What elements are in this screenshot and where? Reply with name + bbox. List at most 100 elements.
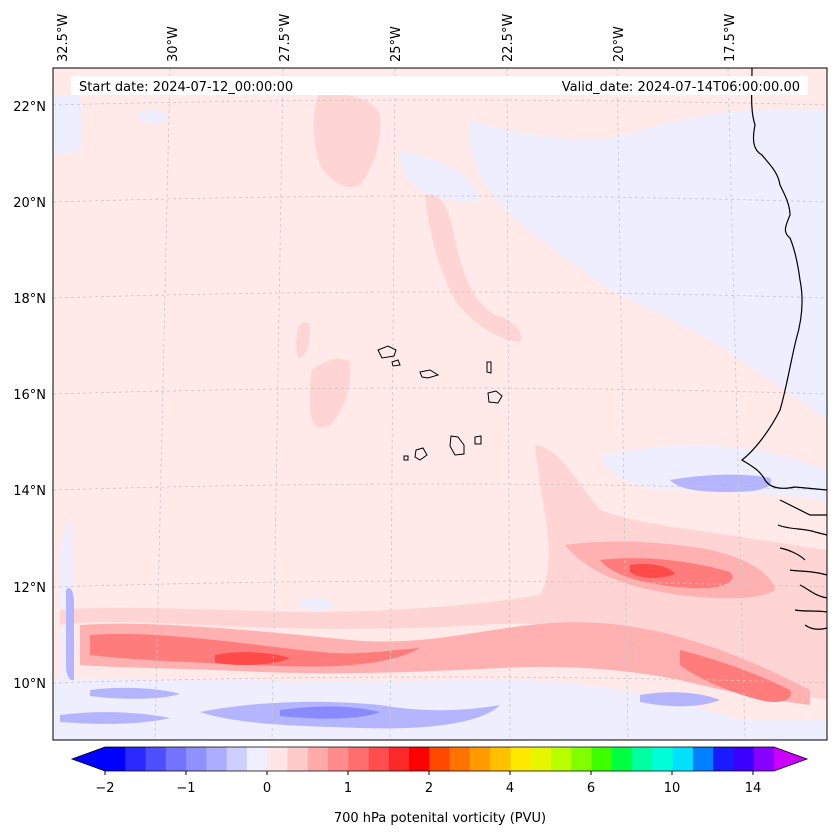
colorbar-cell	[105, 747, 126, 771]
colorbar-cell	[145, 747, 167, 771]
x-tick-label: 27.5°W	[278, 14, 293, 62]
pv-region-light-blue-n	[399, 150, 480, 202]
colorbar-cell	[267, 747, 288, 771]
y-tick-label: 12°N	[13, 581, 46, 596]
colorbar-cell	[571, 747, 593, 771]
y-tick-label: 10°N	[13, 677, 46, 692]
y-tick-label: 14°N	[13, 484, 46, 499]
x-tick-labels: 32.5°W 30°W 27.5°W 25°W 22.5°W 20°W 17.5…	[56, 14, 738, 62]
island-boa-vista	[487, 390, 503, 404]
date-box	[71, 76, 808, 95]
pv-region-light-blue-top	[138, 110, 170, 124]
colorbar-cell	[165, 747, 187, 771]
x-tick-label: 25°W	[389, 26, 404, 62]
y-tick-label: 16°N	[13, 388, 46, 403]
x-tick-label: 22.5°W	[501, 14, 516, 62]
parallel-10n	[53, 676, 827, 684]
coastline	[740, 67, 828, 630]
colorbar-tick-labels: −2 −1 0 1 2 4 6 10 14	[95, 781, 761, 796]
y-tick-label: 20°N	[13, 196, 46, 211]
colorbar-cell	[632, 747, 653, 771]
colorbar-cell	[753, 747, 775, 771]
gridlines	[53, 68, 827, 740]
colorbar-tick-label: −2	[95, 781, 114, 796]
parallel-12n	[53, 580, 827, 588]
colorbar-cell	[186, 747, 207, 771]
colorbar-extend-max	[774, 747, 807, 771]
pv-region-light-blue-northeast	[468, 110, 827, 420]
meridian-30w	[154, 68, 171, 740]
colorbar-cell	[388, 747, 410, 771]
colorbar-cell	[733, 747, 755, 771]
colorbar-tick-label: 6	[587, 781, 595, 796]
colorbar-cell	[125, 747, 147, 771]
colorbar-tick-label: −1	[176, 781, 195, 796]
colorbar-label: 700 hPa potenital vorticity (PVU)	[334, 811, 546, 826]
colorbar-cell	[469, 747, 491, 771]
colorbar-extend-min	[72, 747, 105, 771]
pv-region-light-blue-coast	[600, 445, 827, 500]
colorbar-tick-label: 1	[344, 781, 352, 796]
colorbar-cell	[206, 747, 228, 771]
pv-region-pink-west	[310, 358, 351, 428]
colorbar-cell	[409, 747, 430, 771]
x-tick-label: 17.5°W	[723, 14, 738, 62]
colorbar-tick-label: 10	[664, 781, 681, 796]
coast-africa-south	[777, 499, 828, 630]
colorbar-cell	[551, 747, 572, 771]
colorbar-cell	[328, 747, 349, 771]
colorbar-tick-label: 14	[745, 781, 762, 796]
colorbar-cell	[713, 747, 734, 771]
colorbar-cells	[105, 747, 775, 771]
colorbar: −2 −1 0 1 2 4 6 10 14 700 hPa potenital …	[70, 746, 809, 826]
parallel-16n	[53, 387, 827, 395]
pv-region-salmon-belt	[90, 633, 420, 667]
pv-region-light-blue-sw	[300, 598, 335, 611]
island-sao-nicolau	[419, 369, 440, 379]
y-tick-label: 22°N	[13, 100, 46, 115]
pv-region-blue-far-south	[60, 712, 170, 724]
island-sao-vicente	[391, 359, 401, 367]
colorbar-cell	[490, 747, 511, 771]
colorbar-ticks	[104, 771, 754, 775]
colorbar-cell	[510, 747, 532, 771]
island-sal	[486, 361, 492, 374]
island-maio	[474, 435, 482, 445]
date-annotation: Start date: 2024-07-12_00:00:00 Valid_da…	[71, 76, 808, 95]
colorbar-cell	[287, 747, 309, 771]
colorbar-cell	[611, 747, 633, 771]
island-brava	[403, 455, 409, 461]
colorbar-cell	[348, 747, 370, 771]
meridian-20w	[616, 68, 629, 740]
colorbar-cell	[692, 747, 714, 771]
pv-region-pink-small	[296, 322, 310, 358]
colorbar-cell	[429, 747, 451, 771]
pv-region-pink-streak	[425, 194, 522, 342]
colorbar-tick-label: 2	[425, 781, 433, 796]
pv-region-pink-north	[313, 94, 381, 188]
colorbar-cell	[449, 747, 471, 771]
coast-africa	[740, 67, 828, 491]
colorbar-cell	[530, 747, 552, 771]
parallel-22n	[53, 99, 827, 106]
y-tick-labels: 22°N 20°N 18°N 16°N 14°N 12°N 10°N	[13, 100, 46, 692]
pv-region-red-core-2	[630, 564, 675, 578]
cape-verde-islands	[377, 345, 503, 461]
colorbar-tick-label: 4	[506, 781, 514, 796]
island-santo-antao	[377, 345, 397, 359]
pv-region-blue-sw	[90, 687, 180, 699]
island-santiago	[449, 435, 465, 456]
pv-region-blue-south-core	[280, 706, 380, 719]
meridian-25w	[389, 68, 396, 740]
island-fogo	[414, 447, 428, 461]
pv-region-light-blue-south	[53, 678, 827, 740]
colorbar-cell	[246, 747, 268, 771]
pv-region-pink-belt	[80, 622, 810, 705]
colorbar-cell	[226, 747, 248, 771]
map-panel	[52, 67, 828, 741]
valid-date-label: Valid_date: 2024-07-14T06:00:00.00	[562, 80, 800, 95]
pv-region-blue-west-strip	[66, 588, 74, 681]
pv-region-red-core	[215, 652, 290, 666]
pv-region-light-blue-nw	[53, 95, 82, 155]
